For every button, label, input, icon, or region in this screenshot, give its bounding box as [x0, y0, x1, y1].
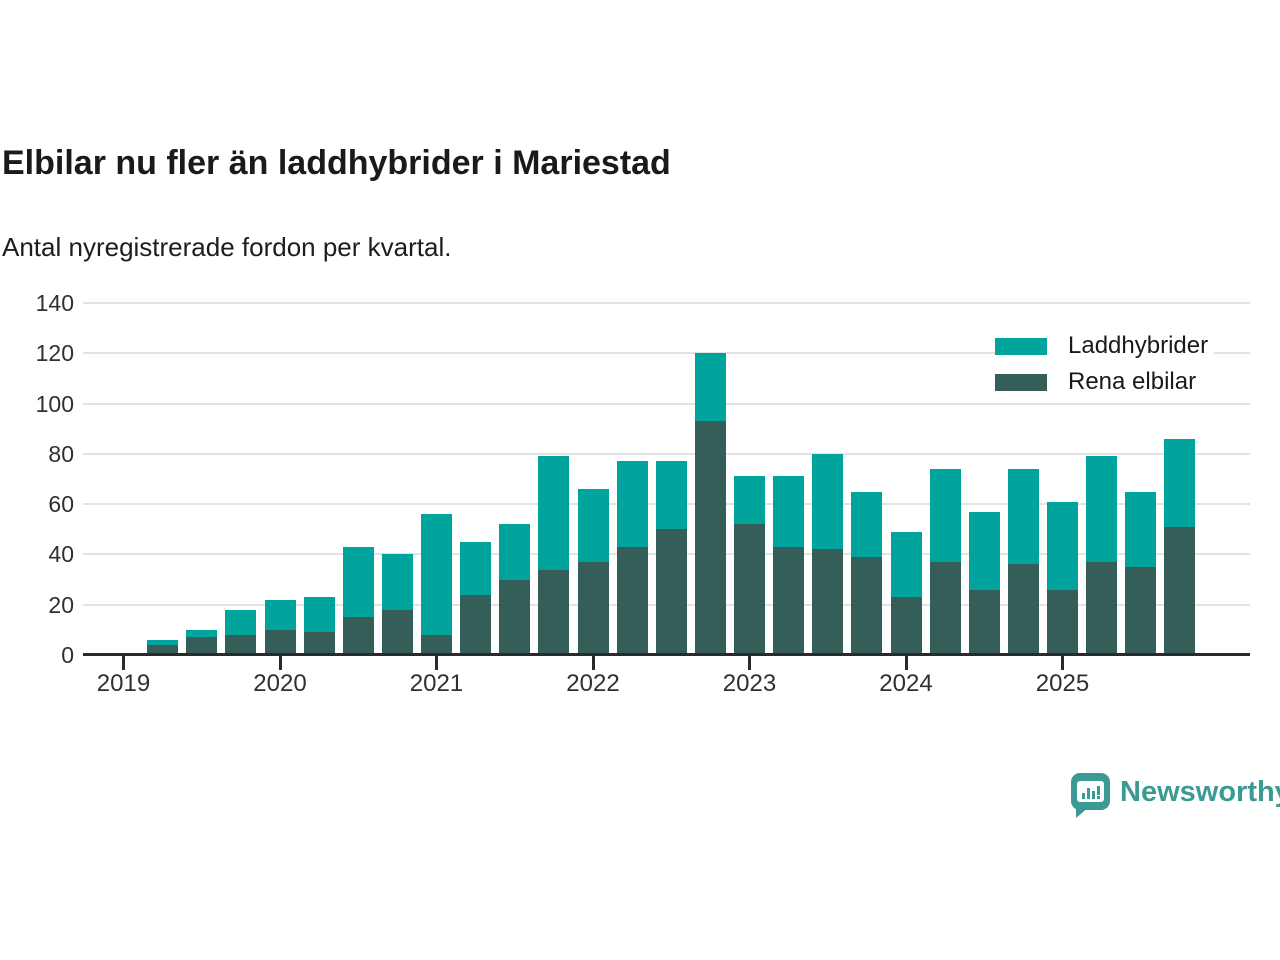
- chart-subtitle: Antal nyregistrerade fordon per kvartal.: [2, 232, 452, 262]
- bar-segment-rena-elbilar: [147, 644, 179, 655]
- bar-segment-laddhybrider: [773, 476, 805, 547]
- bar-segment-rena-elbilar: [890, 597, 922, 655]
- brand-name: Newsworthy: [1120, 776, 1280, 808]
- bar-segment-laddhybrider: [694, 353, 726, 422]
- bar-segment-rena-elbilar: [342, 617, 374, 655]
- x-axis-tick-label: 2023: [722, 670, 777, 697]
- y-gridline: [83, 302, 1250, 304]
- bar-segment-laddhybrider: [655, 461, 687, 530]
- bar-segment-rena-elbilar: [812, 549, 844, 655]
- bar-segment-laddhybrider: [968, 511, 1000, 590]
- legend-item-laddhybrider: Laddhybrider: [995, 330, 1215, 362]
- exclamation-icon: [1096, 786, 1100, 799]
- bar-segment-rena-elbilar: [460, 594, 492, 655]
- y-axis-tick-label: 60: [48, 491, 74, 518]
- bar-segment-rena-elbilar: [499, 579, 531, 655]
- y-gridline: [83, 452, 1250, 455]
- x-axis-tick: [591, 655, 595, 670]
- bar-segment-laddhybrider: [264, 599, 296, 630]
- logo-chart-glyph: [1077, 781, 1104, 802]
- x-axis-tick-label: 2021: [409, 670, 464, 697]
- newsworthy-logo-icon: [1071, 773, 1110, 818]
- legend-label-rena-elbilar: Rena elbilar: [1068, 368, 1197, 395]
- y-gridline: [83, 352, 1250, 355]
- bar-segment-laddhybrider: [616, 461, 648, 547]
- bar-segment-laddhybrider: [812, 453, 844, 550]
- bar-segment-rena-elbilar: [734, 524, 765, 655]
- legend-label-laddhybrider: Laddhybrider: [1068, 332, 1209, 359]
- bar-segment-rena-elbilar: [577, 561, 609, 655]
- logo-bar-icon: [1091, 791, 1095, 799]
- bar-segment-rena-elbilar: [616, 546, 648, 655]
- bar-segment-rena-elbilar: [186, 637, 218, 655]
- bar-segment-laddhybrider: [1164, 438, 1196, 527]
- x-axis-tick-label: 2019: [96, 670, 151, 697]
- bar-segment-rena-elbilar: [303, 632, 335, 655]
- bar-segment-laddhybrider: [929, 468, 961, 562]
- bar-segment-laddhybrider: [381, 554, 413, 610]
- bar-segment-rena-elbilar: [538, 569, 570, 655]
- speech-bubble-tail: [1076, 807, 1089, 818]
- x-axis-tick: [435, 655, 438, 670]
- bar-segment-laddhybrider: [1047, 501, 1078, 590]
- y-axis-tick-label: 140: [35, 290, 74, 316]
- bar-segment-laddhybrider: [460, 541, 492, 595]
- bar-segment-laddhybrider: [342, 546, 374, 618]
- bar-segment-rena-elbilar: [1086, 561, 1118, 655]
- bar-segment-rena-elbilar: [1125, 567, 1157, 655]
- bar-segment-laddhybrider: [186, 629, 218, 638]
- x-axis-tick: [904, 655, 908, 670]
- x-axis-line: [83, 653, 1250, 656]
- bar-segment-rena-elbilar: [1047, 589, 1078, 655]
- bar-segment-rena-elbilar: [929, 561, 961, 655]
- bar-segment-laddhybrider: [1125, 491, 1157, 567]
- bar-segment-laddhybrider: [421, 514, 452, 635]
- y-axis-tick-label: 20: [48, 591, 74, 618]
- y-gridline: [83, 402, 1250, 405]
- y-axis-tick-label: 80: [48, 440, 74, 467]
- bar-segment-rena-elbilar: [225, 634, 257, 655]
- legend-swatch-rena-elbilar: [995, 373, 1047, 391]
- y-axis-tick-label: 0: [61, 642, 74, 668]
- bar-segment-laddhybrider: [538, 456, 570, 570]
- bar-segment-laddhybrider: [225, 609, 257, 635]
- legend-swatch-laddhybrider: [995, 337, 1047, 355]
- x-axis-tick: [748, 655, 751, 670]
- bar-segment-rena-elbilar: [694, 421, 726, 655]
- x-axis-tick-label: 2025: [1035, 670, 1090, 697]
- x-axis-tick-label: 2020: [253, 670, 307, 697]
- bar-segment-rena-elbilar: [968, 589, 1000, 655]
- bar-segment-rena-elbilar: [1007, 564, 1039, 655]
- x-axis-tick-label: 2024: [879, 670, 933, 697]
- bar-segment-rena-elbilar: [655, 529, 687, 655]
- x-axis-tick: [1061, 655, 1064, 670]
- y-axis-tick-label: 100: [35, 390, 74, 417]
- y-axis-tick-label: 40: [48, 541, 74, 568]
- bar-segment-rena-elbilar: [773, 546, 805, 655]
- bar-segment-laddhybrider: [577, 489, 609, 562]
- bar-segment-laddhybrider: [851, 491, 883, 557]
- bar-segment-rena-elbilar: [851, 556, 883, 655]
- bar-segment-laddhybrider: [499, 524, 531, 580]
- bar-segment-laddhybrider: [147, 639, 179, 645]
- legend-item-rena-elbilar: Rena elbilar: [995, 366, 1203, 398]
- bar-segment-laddhybrider: [1086, 456, 1118, 562]
- x-axis-tick: [278, 655, 282, 670]
- x-axis-tick: [122, 655, 125, 670]
- bar-segment-rena-elbilar: [264, 629, 296, 655]
- bar-segment-laddhybrider: [1007, 468, 1039, 565]
- bar-segment-rena-elbilar: [1164, 526, 1196, 655]
- x-axis-tick-label: 2022: [566, 670, 620, 697]
- bar-segment-laddhybrider: [734, 476, 765, 525]
- y-axis-tick-label: 120: [35, 340, 74, 367]
- bar-segment-rena-elbilar: [421, 634, 452, 655]
- bar-segment-laddhybrider: [890, 531, 922, 598]
- logo-bar-icon: [1081, 793, 1085, 799]
- bar-segment-rena-elbilar: [381, 609, 413, 655]
- bar-segment-laddhybrider: [303, 597, 335, 633]
- chart-title: Elbilar nu fler än laddhybrider i Maries…: [2, 144, 671, 182]
- logo-bar-icon: [1086, 788, 1090, 799]
